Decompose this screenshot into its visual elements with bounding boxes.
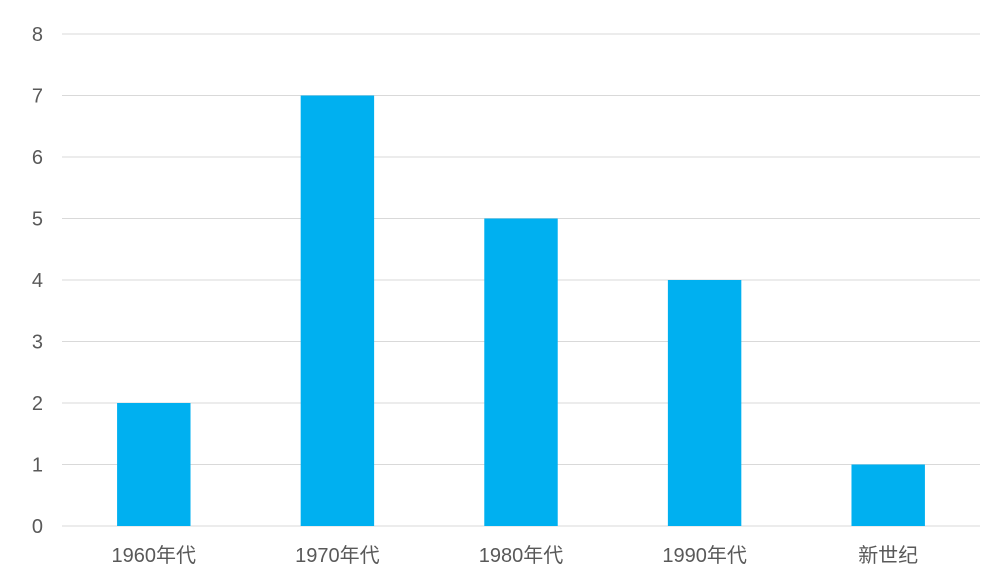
- bar-2: [484, 218, 558, 526]
- y-tick-label: 4: [32, 270, 43, 292]
- y-tick-label: 5: [32, 209, 43, 231]
- x-tick-label: 新世纪: [858, 544, 918, 567]
- y-tick-label: 2: [32, 393, 43, 415]
- y-axis-ticks: 0 1 2 3 4 5 6 7 8: [32, 24, 43, 538]
- y-tick-label: 8: [32, 24, 43, 46]
- x-axis-ticks: 1960年代 1970年代 1980年代 1990年代 新世纪: [112, 544, 919, 567]
- bars: [117, 95, 925, 526]
- x-tick-label: 1980年代: [479, 544, 564, 567]
- y-tick-label: 0: [32, 516, 43, 538]
- y-tick-label: 3: [32, 332, 43, 354]
- bar-4: [851, 464, 925, 526]
- y-tick-label: 7: [32, 86, 43, 108]
- y-tick-label: 1: [32, 455, 43, 477]
- bar-0: [117, 403, 191, 526]
- x-tick-label: 1960年代: [112, 544, 197, 567]
- x-tick-label: 1970年代: [295, 544, 380, 567]
- bar-1: [300, 95, 375, 526]
- bar-3: [667, 280, 742, 526]
- x-tick-label: 1990年代: [662, 544, 747, 567]
- y-tick-label: 6: [32, 147, 43, 169]
